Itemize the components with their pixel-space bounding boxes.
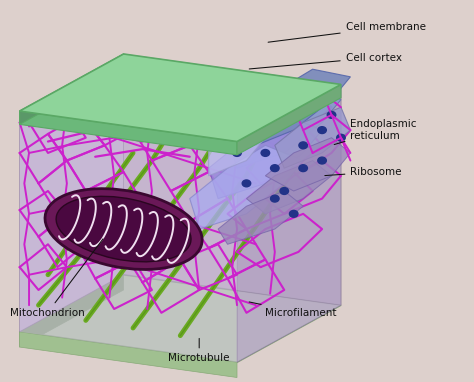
Ellipse shape (45, 189, 202, 269)
Text: Mitochondrion: Mitochondrion (10, 239, 103, 318)
Ellipse shape (56, 196, 191, 262)
Circle shape (242, 180, 251, 187)
Text: Cell membrane: Cell membrane (268, 22, 426, 42)
Polygon shape (19, 332, 237, 377)
Polygon shape (19, 111, 237, 155)
Polygon shape (19, 54, 341, 141)
Circle shape (327, 112, 336, 118)
Polygon shape (218, 191, 303, 244)
Polygon shape (19, 54, 124, 332)
Polygon shape (275, 107, 350, 168)
Text: Endoplasmic
reticulum: Endoplasmic reticulum (334, 119, 417, 144)
Circle shape (233, 149, 241, 156)
Circle shape (337, 134, 345, 141)
Circle shape (271, 195, 279, 202)
Polygon shape (124, 54, 341, 305)
Text: Cell cortex: Cell cortex (249, 53, 401, 69)
Circle shape (318, 157, 326, 164)
Polygon shape (265, 138, 350, 191)
Circle shape (290, 210, 298, 217)
Text: Ribosome: Ribosome (325, 167, 402, 177)
Circle shape (309, 104, 317, 111)
Polygon shape (237, 69, 350, 145)
Circle shape (318, 127, 326, 134)
Polygon shape (19, 54, 124, 125)
Circle shape (271, 165, 279, 172)
Polygon shape (209, 115, 322, 199)
Polygon shape (228, 84, 341, 168)
Polygon shape (237, 84, 341, 362)
Polygon shape (246, 160, 331, 214)
Text: Microfilament: Microfilament (249, 302, 337, 318)
Circle shape (252, 119, 260, 126)
Polygon shape (209, 123, 265, 176)
Circle shape (299, 142, 308, 149)
Circle shape (299, 165, 308, 172)
Polygon shape (19, 275, 124, 347)
Circle shape (280, 188, 289, 194)
Polygon shape (237, 84, 341, 155)
Polygon shape (19, 111, 237, 362)
Text: Microtubule: Microtubule (168, 338, 230, 363)
Polygon shape (19, 275, 341, 362)
Polygon shape (190, 145, 303, 229)
Circle shape (261, 149, 270, 156)
